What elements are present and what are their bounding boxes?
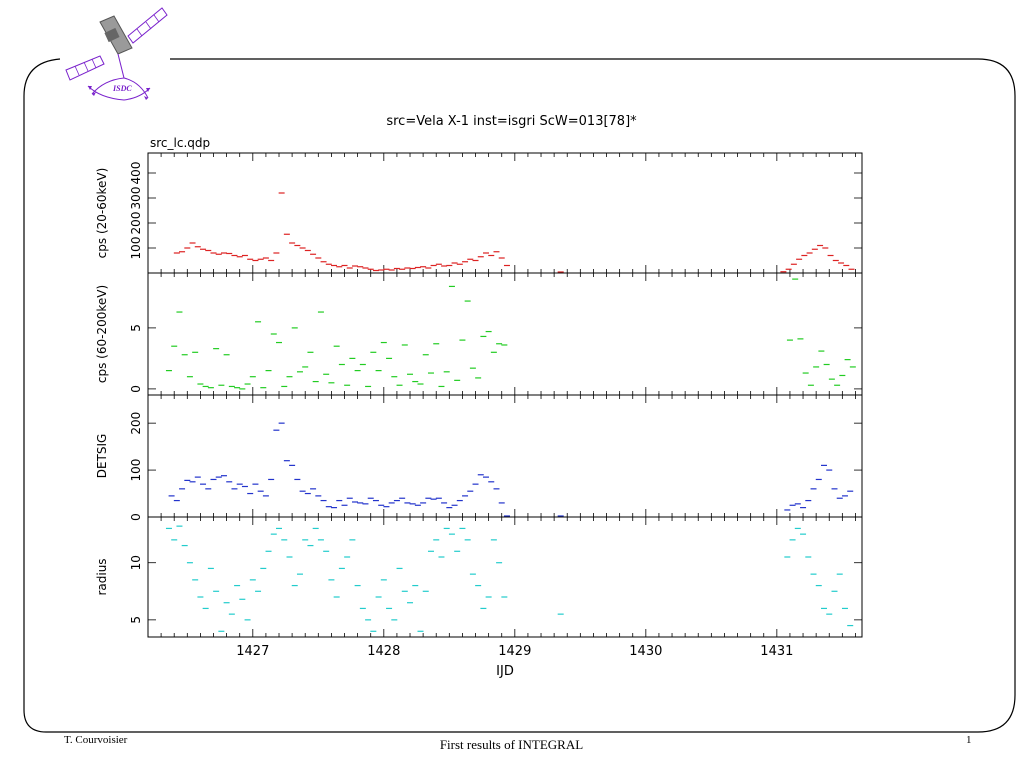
x-axis-label: IJD: [496, 664, 514, 679]
y-tick-label: 0: [129, 513, 143, 521]
footer-author: T. Courvoisier: [64, 734, 128, 746]
y-tick-label: 200: [129, 412, 143, 435]
x-tick-label: 1430: [629, 644, 662, 659]
x-tick-label: 1427: [236, 644, 269, 659]
y-tick-label: 100: [129, 459, 143, 482]
y-axis-label: radius: [95, 558, 109, 595]
chart-title: src=Vela X-1 inst=isgri ScW=013[78]*: [386, 114, 637, 129]
y-tick-label: 5: [129, 324, 143, 332]
logo-text: ISDC: [113, 84, 132, 93]
y-axis-label: cps (60-200keV): [95, 285, 109, 383]
y-tick-label: 200: [129, 212, 143, 235]
x-tick-label: 1429: [498, 644, 531, 659]
satellite-icon: [65, 7, 168, 101]
y-tick-label: 0: [129, 385, 143, 393]
panel-frame: [147, 152, 863, 274]
x-tick-label: 1431: [760, 644, 793, 659]
y-tick-label: 5: [129, 616, 143, 624]
y-axis-label: cps (20-60keV): [95, 168, 109, 259]
x-tick-label: 1428: [367, 644, 400, 659]
y-tick-label: 400: [129, 162, 143, 185]
panel-frame: [147, 516, 863, 638]
footer-title: First results of INTEGRAL: [439, 737, 584, 752]
y-axis-label: DETSIG: [95, 434, 109, 479]
y-tick-label: 10: [129, 555, 143, 570]
panel-frame: [147, 394, 863, 518]
chart-subtitle: src_lc.qdp: [150, 136, 211, 150]
y-tick-label: 100: [129, 237, 143, 260]
footer-page-number: 1: [966, 734, 972, 746]
y-tick-label: 300: [129, 187, 143, 210]
